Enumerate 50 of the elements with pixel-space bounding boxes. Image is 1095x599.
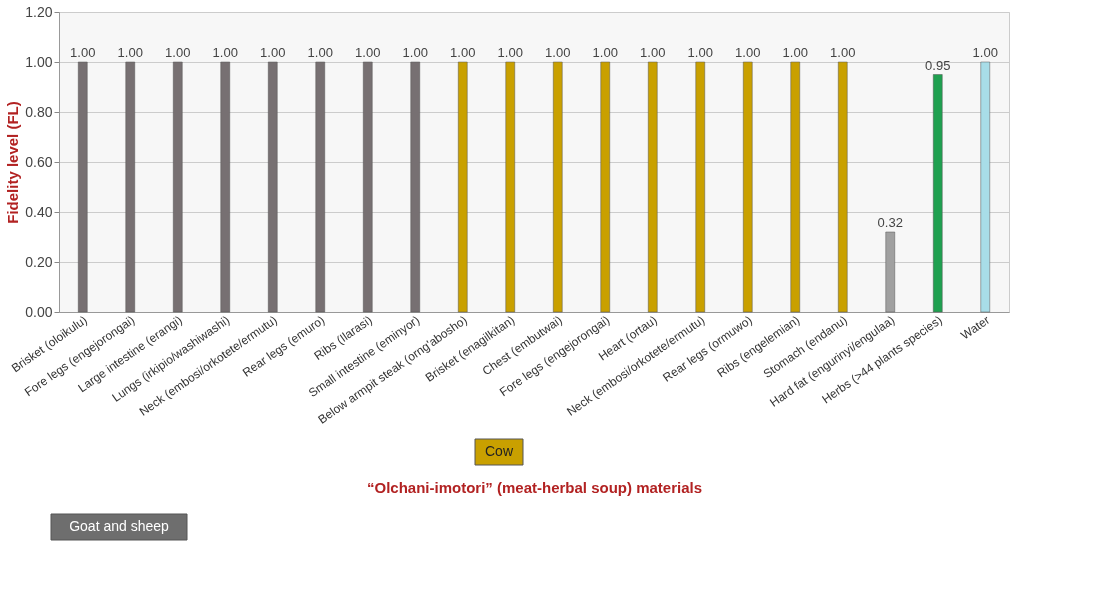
bar	[838, 61, 848, 313]
data-label: 1.00	[260, 45, 286, 60]
text: Goat and sheep	[69, 518, 170, 534]
bar	[790, 61, 800, 313]
bar	[220, 61, 230, 313]
data-label: 1.00	[782, 45, 808, 60]
y-tick-label: 0.00	[25, 303, 53, 320]
data-label: 0.95	[925, 57, 951, 73]
bar	[78, 61, 88, 313]
data-label: 1.00	[497, 45, 523, 60]
text: Cow	[484, 443, 514, 459]
bar	[933, 74, 943, 313]
data-label: 1.00	[545, 45, 571, 60]
data-label: 1.00	[830, 45, 856, 60]
bar	[173, 61, 183, 313]
data-label: 1.00	[450, 45, 476, 60]
y-tick-label: 0.80	[25, 103, 53, 120]
bar	[743, 61, 753, 313]
bar	[505, 61, 515, 313]
data-label: 1.00	[165, 45, 191, 60]
x-axis-title: “Olchani-imotori” (meat-herbal soup) materials	[366, 478, 703, 496]
data-label: 1.00	[402, 45, 428, 60]
bar	[268, 61, 278, 313]
bar	[600, 61, 610, 313]
bar	[695, 61, 705, 313]
y-tick-label: 1.00	[25, 53, 53, 70]
y-axis-title: Fidelity level (FL)	[4, 101, 22, 224]
bar	[648, 61, 658, 313]
y-tick-label: 0.20	[25, 253, 53, 270]
data-label: 1.00	[640, 45, 666, 60]
data-label: 1.00	[212, 45, 238, 60]
bar	[458, 61, 468, 313]
bar	[363, 61, 373, 313]
data-label: 1.00	[355, 45, 381, 60]
data-label: 1.00	[972, 45, 998, 60]
data-label: 1.00	[117, 45, 143, 60]
bar	[980, 61, 990, 313]
data-label: 1.00	[70, 45, 96, 60]
bar	[125, 61, 135, 313]
y-tick-label: 0.40	[25, 203, 53, 220]
data-label: 0.32	[877, 215, 903, 230]
data-label: 1.00	[592, 45, 618, 60]
bar	[410, 61, 420, 313]
y-tick-label: 1.20	[25, 3, 53, 20]
y-tick-label: 0.60	[25, 153, 53, 170]
bar	[315, 61, 325, 313]
data-label: 1.00	[735, 45, 761, 60]
data-label: 1.00	[687, 45, 713, 60]
bar	[553, 61, 563, 313]
data-label: 1.00	[307, 45, 333, 60]
